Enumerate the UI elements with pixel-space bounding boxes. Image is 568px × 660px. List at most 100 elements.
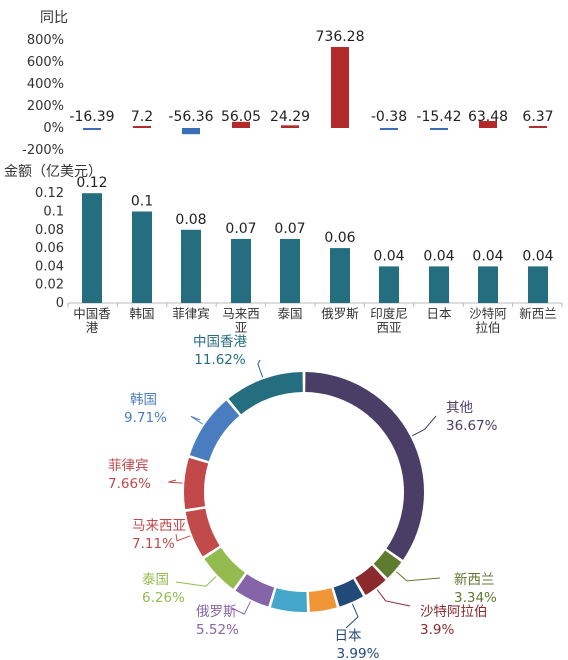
y-tick-label: 0% (43, 121, 64, 136)
slice-percent-label: 9.71% (124, 410, 167, 426)
yoy-value-label: -56.36 (168, 109, 213, 125)
yoy-bar (380, 128, 398, 130)
amount-value-label: 0.07 (225, 221, 256, 237)
y-axis-title: 同比 (40, 10, 68, 26)
amount-value-label: 0.08 (175, 212, 206, 228)
yoy-bar (133, 126, 151, 128)
yoy-bar (430, 128, 448, 130)
y-tick-label: 200% (27, 99, 64, 114)
slice-percent-label: 3.99% (337, 646, 380, 660)
slice-name-label: 韩国 (130, 392, 157, 408)
amount-bar (82, 193, 102, 303)
amount-bar (181, 229, 201, 303)
y-tick-label: 0.06 (35, 241, 64, 256)
y-tick-label: 0.02 (35, 278, 64, 293)
leader-line (168, 479, 183, 484)
amount-bar (330, 248, 350, 303)
slice-name-label: 菲律宾 (108, 458, 149, 474)
y-tick-label: -200% (22, 143, 64, 158)
x-category-label: 沙特阿 (469, 306, 507, 321)
amount-bar (379, 266, 399, 303)
x-category-label: 亚 (235, 320, 248, 335)
donut-slice (355, 565, 386, 595)
amount-value-label: 0.1 (131, 194, 153, 210)
x-category-label: 日本 (426, 306, 452, 321)
slice-name-label: 马来西亚 (132, 518, 186, 534)
slice-name-label: 新西兰 (454, 572, 495, 588)
x-category-label: 拉伯 (475, 320, 500, 335)
x-category-label: 印度尼 (370, 306, 408, 321)
donut-slice (271, 588, 307, 613)
amount-value-label: 0.04 (373, 248, 404, 264)
slice-name-label: 其他 (446, 400, 473, 416)
donut-slice (228, 372, 303, 415)
yoy-bar (232, 121, 250, 128)
leader-line (190, 415, 203, 425)
yoy-value-label: 63.48 (468, 109, 508, 125)
donut-slice (189, 400, 240, 462)
amount-value-label: 0.04 (472, 248, 503, 264)
slice-percent-label: 5.52% (196, 622, 239, 638)
slice-name-label: 中国香港 (193, 334, 247, 350)
yoy-bar (281, 125, 299, 128)
slice-name-label: 俄罗斯 (196, 604, 237, 620)
yoy-bar (182, 128, 200, 135)
amount-bar (429, 266, 449, 303)
slice-percent-label: 6.26% (142, 590, 185, 606)
amount-bar (280, 238, 300, 303)
amount-bar (478, 266, 498, 303)
y-tick-label: 400% (27, 77, 64, 92)
x-category-label: 新西兰 (519, 306, 557, 321)
amount-value-label: 0.12 (76, 175, 107, 191)
donut-slice (333, 579, 364, 607)
yoy-bar-chart: 同比 800% 600% 400% 200% 0% -200% -16.39 7.2 -56.36… (22, 10, 553, 158)
yoy-value-label: 56.05 (221, 109, 261, 125)
leader-line (175, 533, 191, 542)
x-category-label: 泰国 (277, 306, 302, 321)
slice-percent-label: 36.67% (446, 418, 498, 434)
y-tick-label: 800% (27, 33, 64, 48)
yoy-value-label: -16.39 (69, 109, 114, 125)
yoy-bar (83, 128, 101, 130)
yoy-value-label: -15.42 (416, 109, 461, 125)
yoy-bar (331, 47, 349, 128)
yoy-value-label: 24.29 (270, 109, 310, 125)
amount-value-label: 0.06 (324, 230, 355, 246)
yoy-bar (529, 126, 547, 128)
slice-name-label: 日本 (335, 628, 362, 644)
amount-value-label: 0.07 (274, 221, 305, 237)
amount-bar-chart: 金额（亿美元）0.120.10.080.060.040.0200.12中国香港0… (4, 164, 563, 335)
leader-line (231, 601, 251, 615)
donut-slice (183, 457, 209, 510)
donut-slice (305, 372, 425, 560)
leader-line (257, 359, 264, 378)
x-category-label: 中国香 (73, 306, 111, 321)
slice-name-label: 泰国 (142, 572, 169, 588)
amount-value-label: 0.04 (522, 248, 553, 264)
yoy-value-label: 736.28 (316, 29, 365, 45)
y-tick-label: 0.04 (35, 259, 64, 274)
slice-percent-label: 3.9% (420, 622, 454, 638)
leader-line (376, 589, 411, 607)
y-tick-label: 0.08 (35, 223, 64, 238)
y-tick-label: 600% (27, 55, 64, 70)
slice-percent-label: 11.62% (194, 352, 246, 368)
donut-slice (185, 508, 220, 557)
donut-slice (373, 550, 402, 579)
donut-slice (235, 574, 275, 607)
x-category-label: 马来西 (222, 306, 260, 321)
leader-line (175, 576, 217, 587)
slice-name-label: 沙特阿拉伯 (420, 604, 488, 620)
slice-percent-label: 3.34% (454, 590, 497, 606)
amount-bar (528, 266, 548, 303)
leader-line (345, 603, 359, 629)
slice-percent-label: 7.11% (132, 536, 175, 552)
yoy-value-label: -0.38 (371, 109, 407, 125)
y-tick-label: 0 (56, 296, 64, 311)
y-tick-label: 0.12 (35, 186, 64, 201)
slice-percent-label: 7.66% (108, 476, 151, 492)
x-category-label: 韩国 (129, 306, 154, 321)
x-category-label: 西亚 (376, 320, 401, 335)
amount-bar (231, 238, 251, 303)
